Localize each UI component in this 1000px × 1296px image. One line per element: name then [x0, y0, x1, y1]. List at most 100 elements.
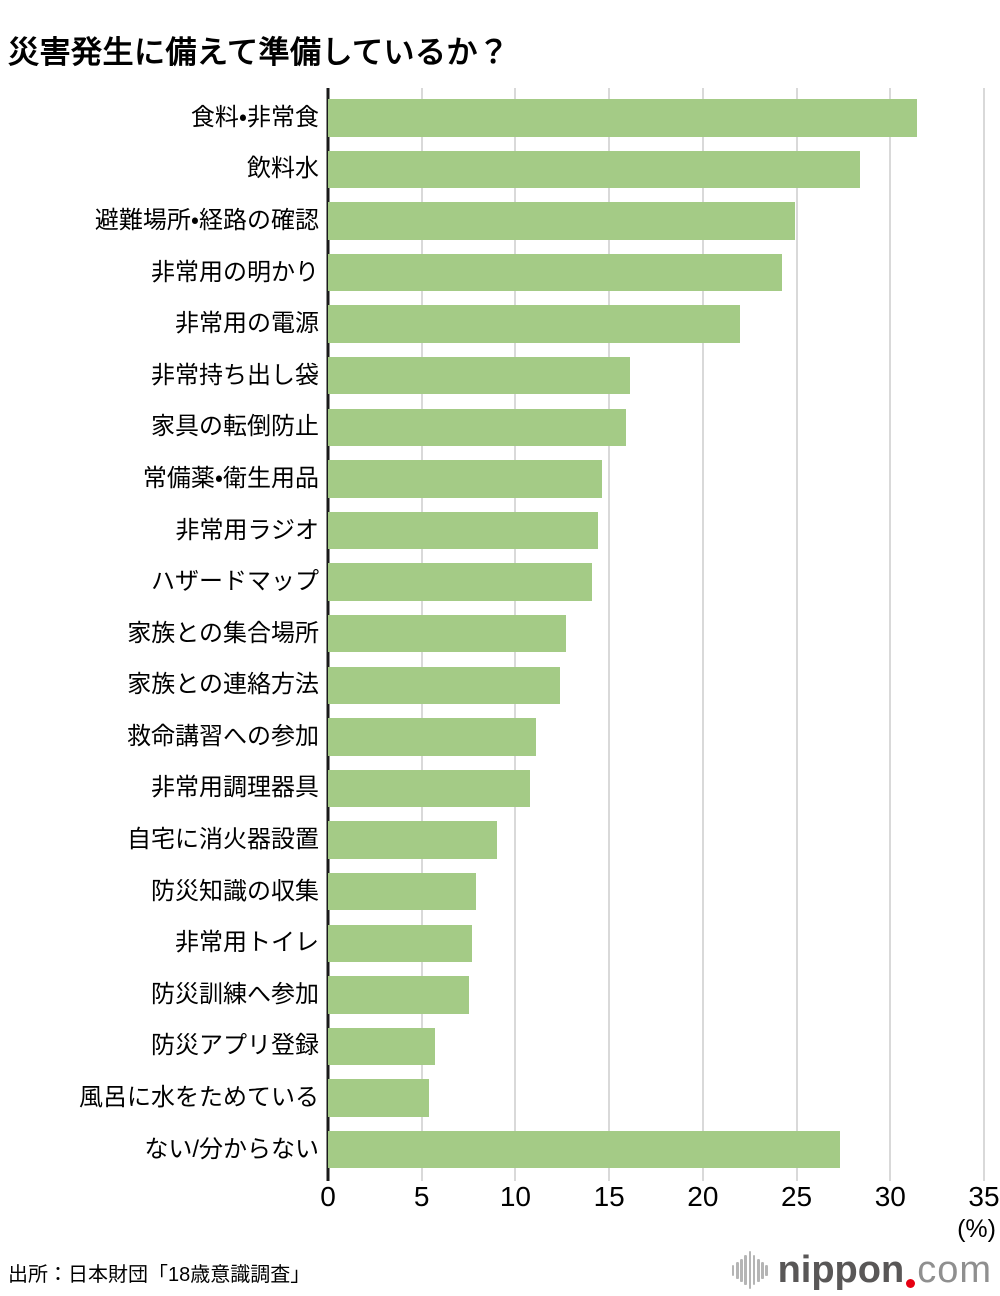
bar — [328, 614, 567, 653]
bar-track — [328, 1130, 984, 1169]
bar — [328, 1130, 840, 1169]
source-note: 出所：日本財団「18歳意識調査」 — [8, 1264, 311, 1286]
bar-track — [328, 511, 984, 550]
bar-label: 非常用の電源 — [175, 310, 319, 338]
bar-label: 防災訓練へ参加 — [151, 980, 319, 1008]
x-axis-tick-label: 10 — [499, 1181, 531, 1212]
gridline — [795, 88, 798, 1181]
logo-text-bold: nippon — [777, 1249, 905, 1291]
bar-label: ハザードマップ — [151, 568, 319, 596]
x-axis-tick-label: 35 — [968, 1181, 1000, 1212]
x-axis-tick-label: 30 — [874, 1181, 906, 1212]
bar-track — [328, 99, 984, 137]
bar-row: 非常用ラジオ — [0, 511, 984, 550]
bar — [328, 356, 630, 395]
bar-rows: 食料・非常食 飲料水 避難場所・経路の確認 非常用の明かり 非常用の電源 非常持… — [0, 99, 984, 1169]
gridline — [608, 88, 611, 1181]
bar — [328, 408, 626, 447]
bar-row: 自宅に消火器設置 — [0, 821, 984, 859]
x-axis-tick-label: 15 — [593, 1181, 625, 1212]
bar-track — [328, 1027, 984, 1066]
bar-row: 飲料水 — [0, 150, 984, 189]
bar-label: 飲料水 — [247, 155, 319, 183]
bar-label: 避難場所・経路の確認 — [94, 206, 319, 234]
bar — [328, 1027, 435, 1066]
bar-label: 常備薬・衛生用品 — [142, 464, 319, 492]
bar-track — [328, 614, 984, 653]
bar-track — [328, 924, 984, 962]
bar-row: 非常用調理器具 — [0, 769, 984, 808]
bar-label: ない/分からない — [144, 1135, 319, 1163]
bar-row: 非常用トイレ — [0, 924, 984, 962]
bar-label: 非常用トイレ — [175, 929, 319, 957]
bar-row: 救命講習への参加 — [0, 718, 984, 756]
bar-label: 非常用調理器具 — [151, 774, 319, 802]
bar-track — [328, 305, 984, 343]
bar — [328, 460, 602, 498]
bar-row: ない/分からない — [0, 1130, 984, 1169]
bar-label: 自宅に消火器設置 — [127, 826, 319, 854]
bar-track — [328, 202, 984, 240]
bar-row: 常備薬・衛生用品 — [0, 460, 984, 498]
bar — [328, 202, 795, 240]
bar-label: 食料・非常食 — [190, 103, 319, 131]
bar-row: 家族との集合場所 — [0, 614, 984, 653]
gridline — [701, 88, 704, 1181]
bar-row: 非常持ち出し袋 — [0, 356, 984, 395]
bar-track — [328, 718, 984, 756]
soundwave-fan-icon — [731, 1248, 770, 1292]
bar — [328, 150, 861, 189]
bar-track — [328, 150, 984, 189]
bar-row: 防災知識の収集 — [0, 872, 984, 911]
bar-row: 家族との連絡方法 — [0, 666, 984, 705]
bar-track — [328, 976, 984, 1014]
bar-label: 家族との連絡方法 — [127, 671, 319, 699]
bar-label: 防災知識の収集 — [151, 877, 319, 905]
bar — [328, 563, 593, 601]
bar — [328, 666, 561, 705]
bar — [328, 976, 469, 1014]
bar-track — [328, 408, 984, 447]
bar-track — [328, 769, 984, 808]
bar-label: 非常持ち出し袋 — [151, 361, 319, 389]
bar-row: 避難場所・経路の確認 — [0, 202, 984, 240]
bar-track — [328, 356, 984, 395]
bar-row: ハザードマップ — [0, 563, 984, 601]
bar — [328, 99, 917, 137]
bar-label: 非常用の明かり — [151, 258, 319, 286]
bar-label: 風呂に水をためている — [79, 1084, 319, 1112]
bar-row: 防災アプリ登録 — [0, 1027, 984, 1066]
bar-row: 非常用の電源 — [0, 305, 984, 343]
bar — [328, 769, 531, 808]
bar-label: 非常用ラジオ — [175, 516, 319, 544]
bar-label: 家具の転倒防止 — [151, 413, 319, 441]
bar — [328, 253, 782, 292]
x-axis-unit-label: (%) — [957, 1215, 996, 1243]
bar — [328, 305, 741, 343]
x-axis-tick-label: 0 — [320, 1181, 336, 1212]
x-axis: 0 5 10 15 20 25 30 35 — [320, 1181, 999, 1215]
logo-red-dot — [906, 1279, 916, 1288]
bar — [328, 718, 537, 756]
x-axis-tick-label: 25 — [780, 1181, 813, 1212]
bar-track — [328, 253, 984, 292]
gridline — [983, 88, 985, 1181]
bar — [328, 872, 477, 911]
gridline — [889, 88, 892, 1181]
bar-row: 防災訓練へ参加 — [0, 976, 984, 1014]
x-axis-tick-label: 5 — [413, 1181, 430, 1212]
x-axis-tick-label: 20 — [687, 1181, 719, 1212]
bar-label: 救命講習への参加 — [127, 722, 319, 750]
logo-text-light: com — [917, 1249, 992, 1291]
bar-row: 家具の転倒防止 — [0, 408, 984, 447]
bar-label: 防災アプリ登録 — [151, 1032, 319, 1060]
bar-track — [328, 1079, 984, 1117]
bar-row: 風呂に水をためている — [0, 1079, 984, 1117]
bar-row: 食料・非常食 — [0, 99, 984, 137]
bar — [328, 924, 473, 962]
bar-track — [328, 666, 984, 705]
nippon-logo: nippon com — [731, 1246, 992, 1292]
bar-track — [328, 821, 984, 859]
bar-row: 非常用の明かり — [0, 253, 984, 292]
bar-track — [328, 460, 984, 498]
